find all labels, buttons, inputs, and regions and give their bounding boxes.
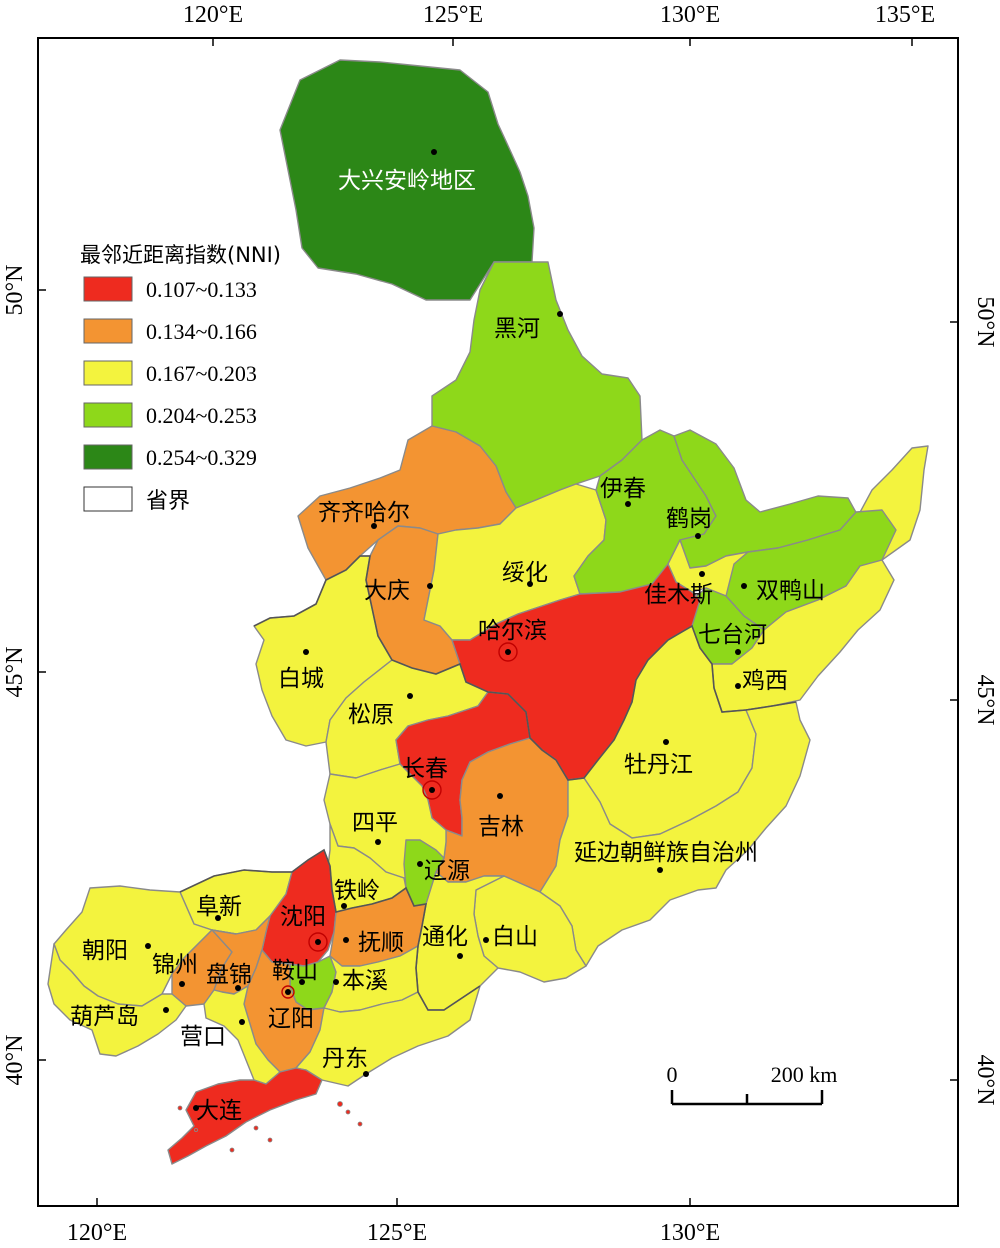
- label-liaoyuan: 辽源: [424, 858, 470, 884]
- lat-label-left-45: 45°N: [2, 647, 28, 698]
- label-songyuan: 松原: [348, 702, 394, 728]
- legend-label-2: 0.134~0.166: [146, 319, 257, 344]
- legend-label-5: 0.254~0.329: [146, 445, 257, 470]
- label-anshan: 鞍山: [272, 958, 318, 984]
- label-heihe: 黑河: [494, 316, 540, 342]
- city-labels: 大兴安岭地区 黑河 伊春 鹤岗 齐齐哈尔 绥化 大庆 佳木斯 双鸭山 哈尔滨 七…: [70, 168, 825, 1124]
- label-dandong: 丹东: [322, 1046, 368, 1072]
- label-liaoyang: 辽阳: [268, 1006, 314, 1032]
- lon-label-top-135: 135°E: [875, 2, 935, 28]
- label-jiamusi: 佳木斯: [644, 582, 713, 608]
- label-hegang: 鹤岗: [666, 506, 712, 532]
- lat-label-left-50: 50°N: [2, 265, 28, 316]
- lat-label-right-50: 50°N: [972, 297, 998, 348]
- label-dalian: 大连: [196, 1098, 242, 1124]
- label-yichun: 伊春: [600, 476, 646, 502]
- lon-label-top-130: 130°E: [660, 2, 720, 28]
- lon-label-bottom-130: 130°E: [660, 1220, 720, 1246]
- label-tonghua: 通化: [422, 924, 468, 950]
- label-benxi: 本溪: [342, 968, 388, 994]
- lat-label-left-40: 40°N: [2, 1035, 28, 1086]
- legend-swatch-4: [83, 402, 133, 428]
- label-baishan: 白山: [492, 924, 538, 950]
- label-mudanjiang: 牡丹江: [624, 752, 693, 778]
- islands: [177, 1101, 363, 1153]
- label-qiqihar: 齐齐哈尔: [318, 500, 410, 526]
- label-jinzhou: 锦州: [152, 952, 198, 978]
- legend-swatch-1: [83, 276, 133, 302]
- legend-label-1: 0.107~0.133: [146, 277, 257, 302]
- capital-markers: [281, 642, 518, 999]
- scale-bar: 0 200 km: [667, 1062, 838, 1106]
- region-huludao: [47, 943, 187, 1057]
- legend-swatch-boundary: [83, 486, 133, 512]
- label-tieling: 铁岭: [334, 878, 380, 904]
- label-baicheng: 白城: [278, 666, 324, 692]
- lon-label-top-125: 125°E: [423, 2, 483, 28]
- regions: [47, 59, 929, 1165]
- label-siping: 四平: [352, 810, 398, 836]
- label-jilin: 吉林: [478, 814, 524, 840]
- legend-label-3: 0.167~0.203: [146, 361, 257, 386]
- legend-swatch-3: [83, 360, 133, 386]
- label-panjin: 盘锦: [206, 962, 252, 988]
- legend: 最邻近距离指数(NNI) 0.107~0.133 0.134~0.166 0.1…: [80, 243, 281, 514]
- scale-zero-label: 0: [667, 1062, 678, 1087]
- lon-label-top-120: 120°E: [183, 2, 243, 28]
- legend-title: 最邻近距离指数(NNI): [80, 243, 281, 267]
- label-jixi: 鸡西: [742, 668, 788, 694]
- label-shenyang: 沈阳: [280, 904, 326, 930]
- legend-swatch-5: [83, 444, 133, 470]
- lat-label-right-45: 45°N: [972, 675, 998, 726]
- label-fushun: 抚顺: [358, 930, 404, 956]
- label-harbin: 哈尔滨: [478, 618, 547, 644]
- label-shuangyashan: 双鸭山: [756, 578, 825, 604]
- label-daqing: 大庆: [364, 578, 410, 604]
- province-boundaries: [179, 555, 797, 1011]
- label-daxinganling: 大兴安岭地区: [338, 168, 476, 194]
- lat-label-right-40: 40°N: [972, 1055, 998, 1106]
- label-yanbian: 延边朝鲜族自治州: [574, 840, 758, 866]
- legend-label-boundary: 省界: [146, 489, 190, 514]
- label-fuxin: 阜新: [196, 894, 242, 920]
- label-changchun: 长春: [402, 756, 448, 782]
- lon-label-bottom-120: 120°E: [67, 1220, 127, 1246]
- label-qitaihe: 七台河: [698, 622, 767, 648]
- city-points: [145, 149, 747, 1111]
- scale-distance-label: 200 km: [771, 1062, 838, 1087]
- legend-label-4: 0.204~0.253: [146, 403, 257, 428]
- legend-swatch-2: [83, 318, 133, 344]
- label-yingkou: 营口: [180, 1024, 226, 1050]
- graticule-ticks: [38, 38, 958, 1206]
- lon-label-bottom-125: 125°E: [367, 1220, 427, 1246]
- label-huludao: 葫芦岛: [70, 1004, 139, 1030]
- label-suihua: 绥化: [502, 560, 548, 586]
- region-yingkou: [203, 985, 281, 1085]
- label-chaoyang: 朝阳: [82, 938, 128, 964]
- region-dalian: [167, 1067, 323, 1165]
